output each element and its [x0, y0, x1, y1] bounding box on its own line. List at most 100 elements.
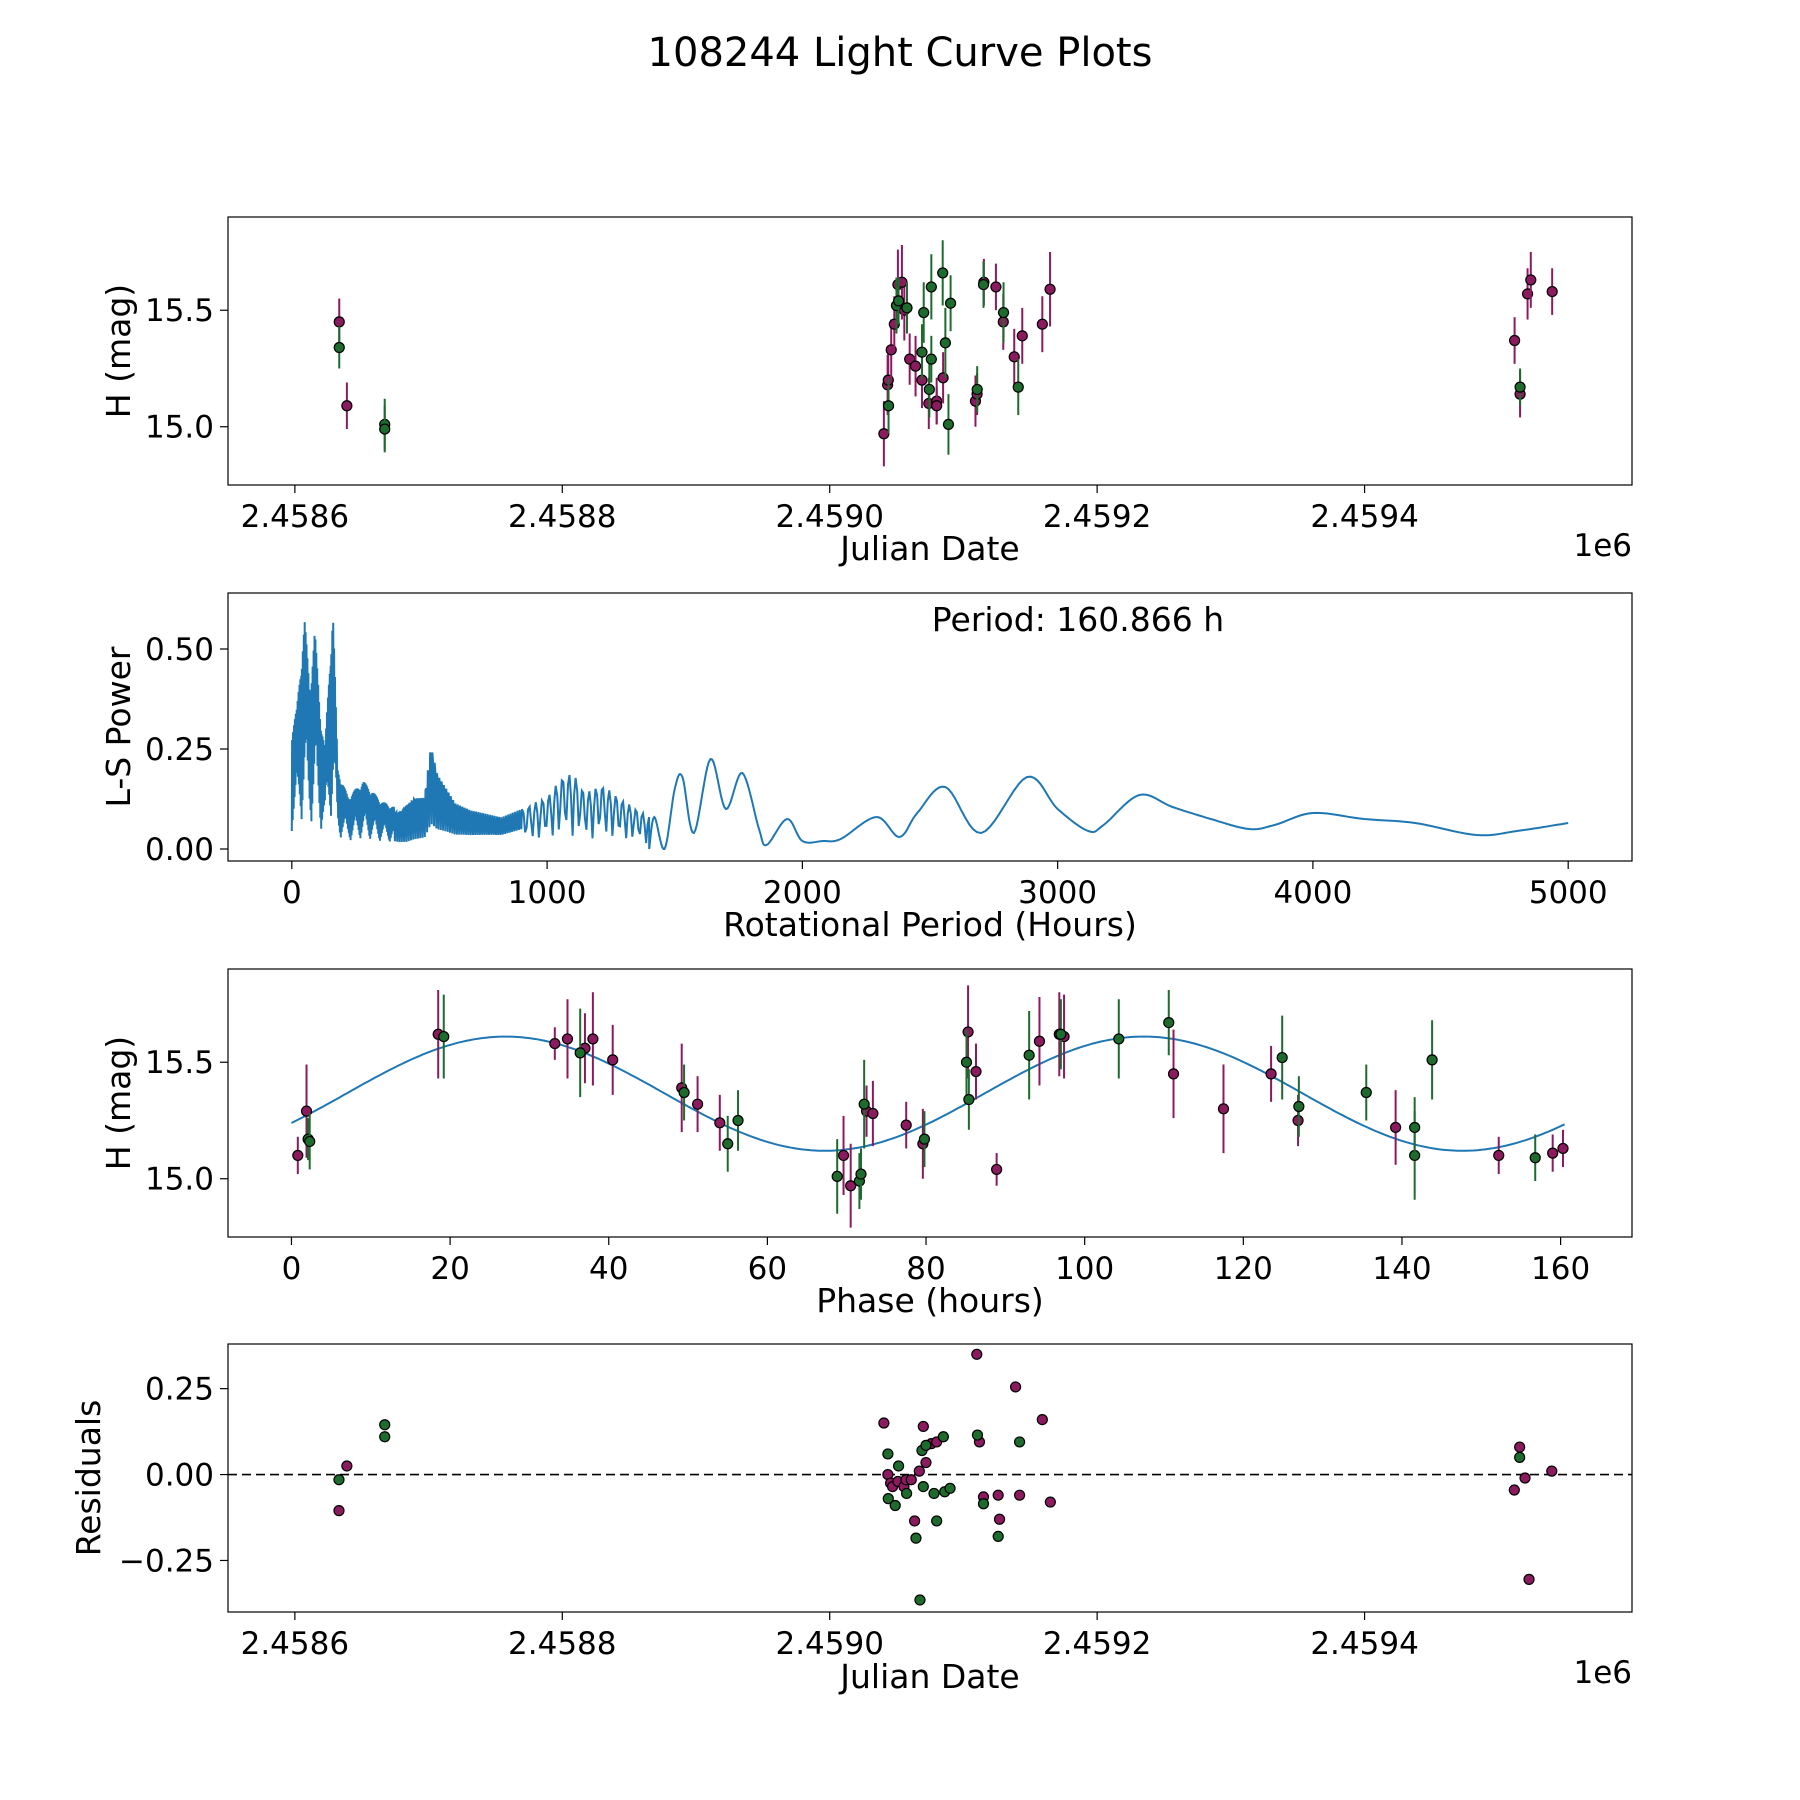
- residuals-y-label: Residuals: [69, 1400, 108, 1557]
- residuals-x-offset-label: 1e6: [1573, 1655, 1632, 1691]
- periodogram-y-label: L-S Power: [99, 646, 138, 807]
- periodogram-x-tick-label: 3000: [1018, 875, 1097, 911]
- phased-x-tick-label: 60: [748, 1251, 787, 1287]
- residuals-point-band_a: [1514, 1441, 1526, 1453]
- residuals-y-tick-label: 0.25: [145, 1372, 214, 1408]
- lightcurve-point-band_a: [990, 281, 1002, 293]
- phased-fit-curve: [291, 1035, 1566, 1152]
- phased-point-band_b: [722, 1138, 734, 1150]
- phased-x-tick-label: 20: [430, 1251, 469, 1287]
- residuals-point-band_b: [379, 1419, 391, 1431]
- phased-point-band_a: [1547, 1147, 1559, 1159]
- lightcurve-x-offset-label: 1e6: [1573, 528, 1632, 564]
- phased-point-band_a: [837, 1149, 850, 1162]
- lightcurve-point-band_a: [1008, 351, 1020, 363]
- residuals-point-band_a: [1009, 1381, 1022, 1393]
- phased-point-band_a: [845, 1180, 857, 1192]
- residuals-panel: 2.4586 2.4588 2.4590 2.4592 2.4594 −0.25 0.00 0…: [69, 1343, 1633, 1696]
- periodogram-x-label: Rotational Period (Hours): [723, 905, 1137, 944]
- lightcurve-point-band_a: [1546, 285, 1558, 298]
- phased-point-band_b: [963, 1093, 975, 1106]
- phased-point-band_a: [1390, 1121, 1402, 1134]
- phased-point-band_a: [962, 1026, 974, 1038]
- phased-point-band_a: [549, 1037, 561, 1050]
- periodogram-line: [290, 622, 1569, 850]
- phased-point-band_a: [1493, 1149, 1505, 1162]
- phased-point-band_b: [438, 1030, 450, 1043]
- phased-point-band_b: [858, 1098, 870, 1110]
- phased-point-band_b: [1293, 1100, 1305, 1113]
- phased-point-band_b: [1055, 1028, 1067, 1040]
- phased-point-band_a: [900, 1119, 912, 1131]
- phased-point-band_b: [831, 1170, 843, 1183]
- residuals-point-band_a: [913, 1465, 925, 1477]
- lightcurve-panel: 2.4586 2.4588 2.4590 2.4592 2.4594 15.0 15.5 J…: [99, 216, 1633, 568]
- residuals-point-band_a: [905, 1474, 917, 1486]
- phased-point-band_a: [970, 1065, 982, 1078]
- period-annotation: Period: 160.866 h: [932, 600, 1224, 639]
- phased-point-band_b: [960, 1056, 973, 1068]
- residuals-point-band_a: [917, 1420, 929, 1433]
- residuals-point-band_a: [971, 1348, 983, 1360]
- phased-point-band_a: [1265, 1068, 1277, 1080]
- phased-point-band_a: [867, 1107, 879, 1120]
- lightcurve-x-tick-label: 2.4588: [508, 499, 616, 535]
- phased-point-band_a: [714, 1117, 726, 1129]
- lightcurve-point-band_b: [333, 341, 345, 354]
- residuals-y-tick-label: 0.00: [145, 1458, 214, 1494]
- residuals-point-band_b: [977, 1498, 990, 1510]
- lightcurve-point-band_b: [937, 267, 949, 279]
- residuals-point-band_a: [341, 1460, 353, 1472]
- periodogram-y-tick-label: 0.00: [145, 832, 214, 868]
- residuals-point-band_a: [909, 1515, 921, 1527]
- residuals-axes-frame: [227, 1343, 1633, 1613]
- residuals-point-band_a: [1523, 1573, 1535, 1585]
- lightcurve-point-band_a: [931, 400, 943, 412]
- periodogram-axes-frame: [227, 592, 1633, 862]
- phased-x-label: Phase (hours): [816, 1281, 1044, 1320]
- residuals-point-band_b: [379, 1431, 391, 1443]
- residuals-point-band_b: [333, 1474, 345, 1486]
- residuals-point-band_b: [992, 1530, 1004, 1543]
- phased-point-band_a: [691, 1098, 704, 1110]
- periodogram-y-tick-label: 0.25: [145, 732, 214, 768]
- residuals-point-band_b: [937, 1431, 949, 1443]
- lightcurve-point-band_b: [925, 353, 937, 365]
- phased-point-band_a: [1033, 1035, 1046, 1047]
- phased-point-band_b: [1426, 1054, 1438, 1066]
- lightcurve-y-label: H (mag): [99, 284, 138, 418]
- phased-point-band_b: [918, 1133, 931, 1145]
- phased-x-tick-label: 40: [589, 1251, 628, 1287]
- phased-point-band_a: [991, 1163, 1003, 1176]
- residuals-point-band_b: [882, 1493, 894, 1505]
- residuals-point-band_b: [1514, 1451, 1526, 1463]
- residuals-point-band_a: [993, 1513, 1006, 1525]
- lightcurve-point-band_b: [1012, 381, 1024, 393]
- residuals-point-band_b: [917, 1480, 929, 1493]
- phased-point-band_a: [587, 1033, 599, 1045]
- residuals-point-band_b: [928, 1487, 940, 1500]
- phased-x-tick-label: 0: [282, 1251, 302, 1287]
- lightcurve-point-band_b: [944, 297, 957, 309]
- phased-x-tick-label: 140: [1372, 1251, 1431, 1287]
- phased-point-band_a: [607, 1054, 619, 1066]
- lightcurve-point-band_a: [909, 360, 922, 372]
- lightcurve-point-band_a: [1525, 274, 1537, 286]
- phased-point-band_b: [732, 1114, 744, 1127]
- lightcurve-point-band_a: [1036, 318, 1048, 330]
- phased-point-band_a: [561, 1033, 574, 1045]
- residuals-point-band_a: [1036, 1413, 1048, 1426]
- lightcurve-x-tick-label: 2.4594: [1310, 499, 1418, 535]
- lightcurve-point-band_b: [882, 400, 895, 412]
- phased-y-tick-label: 15.0: [145, 1162, 214, 1198]
- phased-point-band_b: [304, 1135, 316, 1148]
- lightcurve-point-band_a: [341, 400, 353, 412]
- phased-axes-frame: [227, 968, 1633, 1238]
- lightcurve-point-band_a: [1508, 334, 1521, 347]
- phased-point-band_b: [1409, 1121, 1421, 1134]
- phased-point-band_a: [292, 1149, 304, 1162]
- lightcurve-axes-frame: [227, 216, 1633, 486]
- phased-x-tick-label: 80: [906, 1251, 945, 1287]
- lightcurve-x-tick-label: 2.4590: [775, 499, 883, 535]
